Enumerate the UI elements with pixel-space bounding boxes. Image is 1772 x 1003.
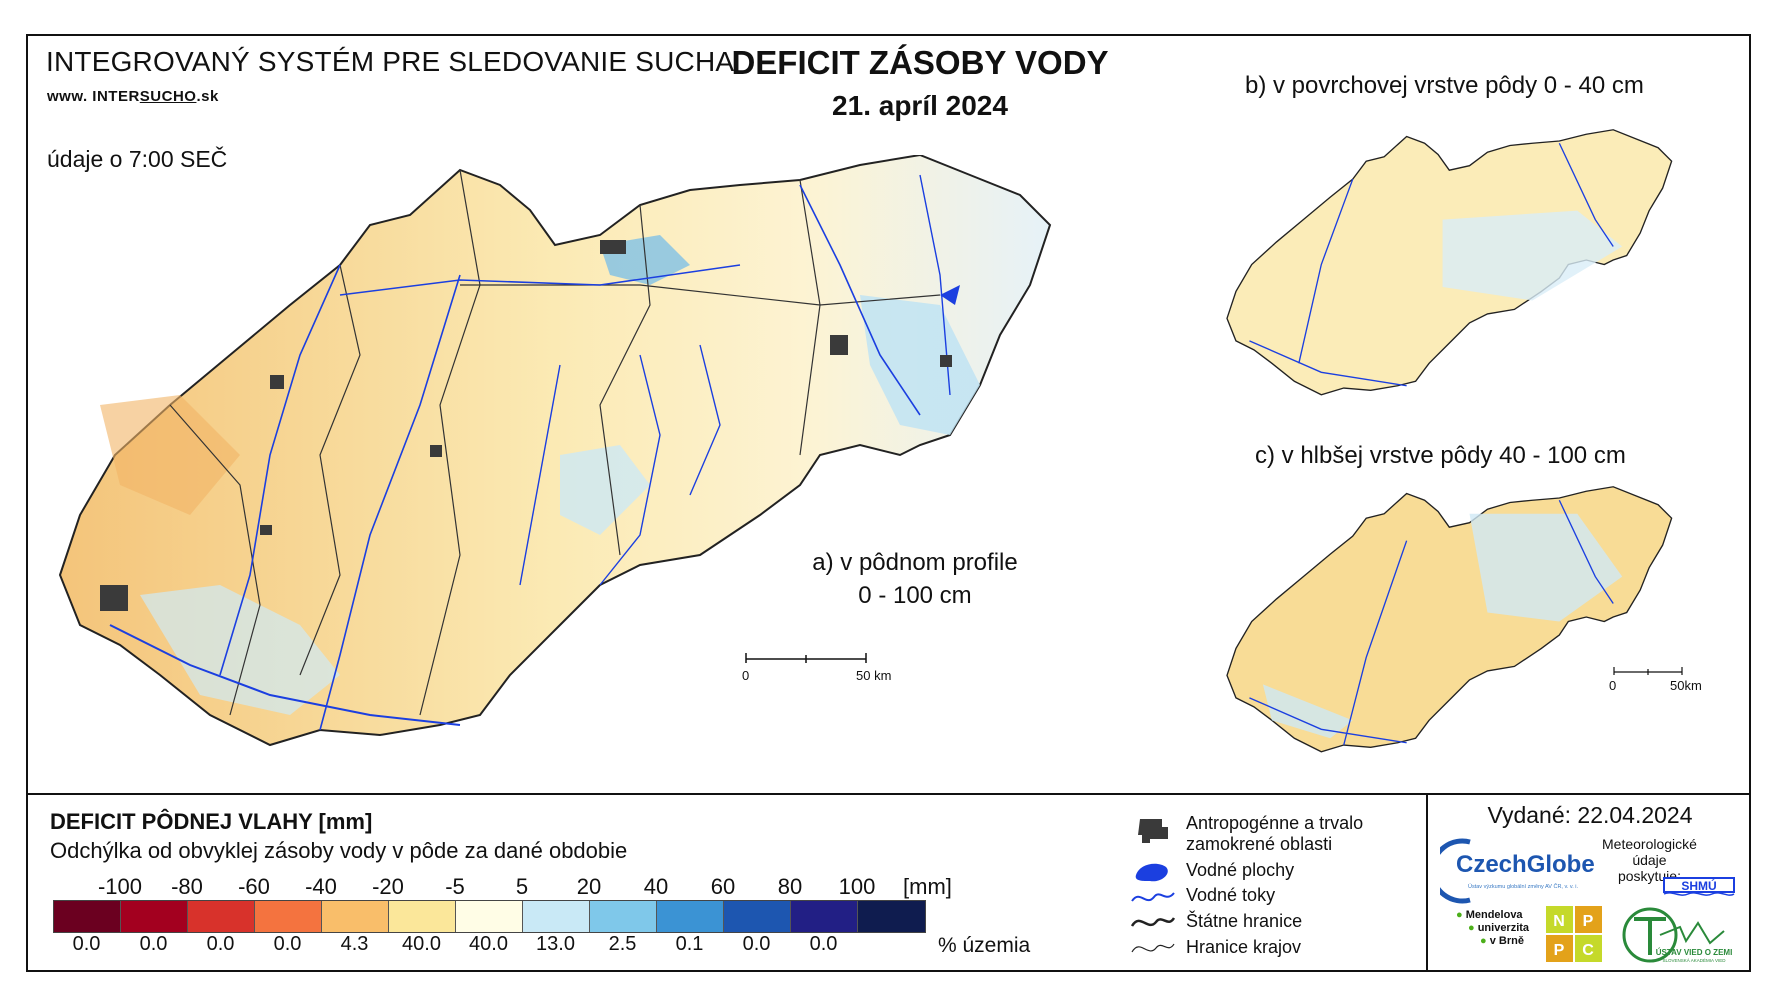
symbol-water-label: Vodné plochy	[1186, 860, 1295, 880]
legend-swatch	[188, 901, 255, 932]
legend-swatch	[54, 901, 121, 932]
nppc-logo: N P P C	[1546, 906, 1602, 962]
inset-map-deep	[1226, 486, 1673, 753]
legend-percent: 0.0	[273, 933, 302, 955]
issued-date: Vydané: 22.04.2024	[1487, 802, 1693, 828]
legend-threshold: 5	[515, 874, 529, 899]
map-title: DEFICIT ZÁSOBY VODY	[731, 44, 1109, 81]
river-icon	[1131, 892, 1175, 902]
shmu-wordmark: SHMÚ	[1681, 878, 1716, 893]
svg-text:P: P	[1583, 913, 1594, 930]
scale-small	[1613, 667, 1683, 675]
legend-swatch	[858, 901, 925, 932]
map-a-label: a) v pôdnom profile 0 - 100 cm	[812, 549, 1018, 609]
svg-text:N: N	[1553, 913, 1565, 930]
legend-percent: 0.0	[139, 933, 168, 955]
legend-title: DEFICIT PÔDNEJ VLAHY [mm]	[50, 809, 373, 834]
legend-subtitle: Odchýlka od obvyklej zásoby vody v pôde …	[50, 838, 628, 863]
mendel-university-logo: ● Mendelova ● univerzita ● v Brně	[1456, 909, 1530, 947]
legend-percent: 0.0	[742, 933, 771, 955]
water-body-icon	[1135, 863, 1168, 882]
symbol-urban-label: Antropogénne a trvalo zamokrené oblasti	[1186, 813, 1364, 854]
website-link[interactable]: www. INTERSUCHO.sk	[47, 88, 219, 105]
region-border-icon	[1131, 943, 1175, 953]
legend-divider	[26, 793, 1751, 795]
legend-swatch	[322, 901, 389, 932]
footer-divider	[1426, 793, 1428, 972]
meteo-provider-note: Meteorologické údaje poskytuje:	[1602, 836, 1697, 884]
legend-swatch	[389, 901, 456, 932]
legend-percent: 0.1	[675, 933, 704, 955]
scale-main-zero: 0	[742, 668, 750, 683]
shmu-logo: SHMÚ	[1663, 877, 1735, 896]
inset-map-surface	[1226, 129, 1673, 396]
system-title: INTEGROVANÝ SYSTÉM PRE SLEDOVANIE SUCHA	[46, 46, 735, 77]
scale-small-end: 50km	[1670, 678, 1702, 693]
legend-swatch	[121, 901, 188, 932]
earth-science-institute-logo: ÚSTAV VIED O ZEMI SLOVENSKÁ AKADÉMIA VIE…	[1622, 907, 1733, 963]
scale-small-zero: 0	[1609, 678, 1617, 693]
legend-threshold: 40	[643, 874, 669, 899]
svg-text:ÚSTAV VIED O ZEMI: ÚSTAV VIED O ZEMI	[1656, 948, 1733, 957]
time-note: údaje o 7:00 SEČ	[47, 146, 228, 172]
legend-threshold: -5	[445, 874, 465, 899]
legend-unit-mm: [mm]	[903, 874, 952, 899]
legend-threshold: 60	[710, 874, 736, 899]
legend-swatch	[657, 901, 724, 932]
legend-percent: 0.0	[206, 933, 235, 955]
legend-threshold: -20	[372, 874, 404, 899]
legend-swatch	[724, 901, 791, 932]
symbol-region-border-label: Hranice krajov	[1186, 937, 1302, 957]
svg-text:P: P	[1554, 942, 1565, 959]
legend-threshold: -60	[238, 874, 270, 899]
legend-percent: 13.0	[536, 933, 575, 955]
urban-area-icon	[1138, 819, 1168, 843]
state-border-icon	[1130, 917, 1176, 927]
legend-percent: 4.3	[340, 933, 369, 955]
legend-threshold: -100	[97, 874, 143, 899]
legend-swatch	[456, 901, 523, 932]
legend-threshold: -80	[171, 874, 203, 899]
legend-swatch	[255, 901, 322, 932]
legend-percent: 0.0	[72, 933, 101, 955]
legend-color-bar	[53, 900, 926, 933]
czechglobe-logo: CzechGlobe Ústav výzkumu globální změny …	[1440, 838, 1595, 904]
scale-main-end: 50 km	[856, 668, 892, 683]
czechglobe-subtitle: Ústav výzkumu globální změny AV ČR, v. v…	[1468, 883, 1579, 890]
czechglobe-wordmark: CzechGlobe	[1456, 851, 1595, 878]
legend-threshold: 20	[576, 874, 602, 899]
legend-percent: 40.0	[402, 933, 441, 955]
legend-threshold: 80	[777, 874, 803, 899]
map-c-label: c) v hlbšej vrstve pôdy 40 - 100 cm	[1255, 442, 1626, 469]
legend-threshold: -40	[305, 874, 337, 899]
legend-swatch	[791, 901, 858, 932]
svg-text:SLOVENSKÁ AKADÉMIA VIED: SLOVENSKÁ AKADÉMIA VIED	[1662, 957, 1726, 963]
svg-text:C: C	[1582, 942, 1594, 959]
map-b-label: b) v povrchovej vrstve pôdy 0 - 40 cm	[1245, 72, 1644, 99]
legend-percent: 2.5	[608, 933, 637, 955]
legend-percent: 0.0	[809, 933, 838, 955]
legend-swatch	[523, 901, 590, 932]
legend-unit-pct: % územia	[938, 934, 1031, 957]
legend-percent: 40.0	[469, 933, 508, 955]
legend-swatch	[590, 901, 657, 932]
main-map	[58, 155, 1052, 747]
legend-threshold: 100	[838, 874, 876, 899]
map-date: 21. apríl 2024	[832, 90, 1008, 121]
symbol-state-border-label: Štátne hranice	[1186, 911, 1303, 931]
symbol-river-label: Vodné toky	[1186, 885, 1276, 905]
